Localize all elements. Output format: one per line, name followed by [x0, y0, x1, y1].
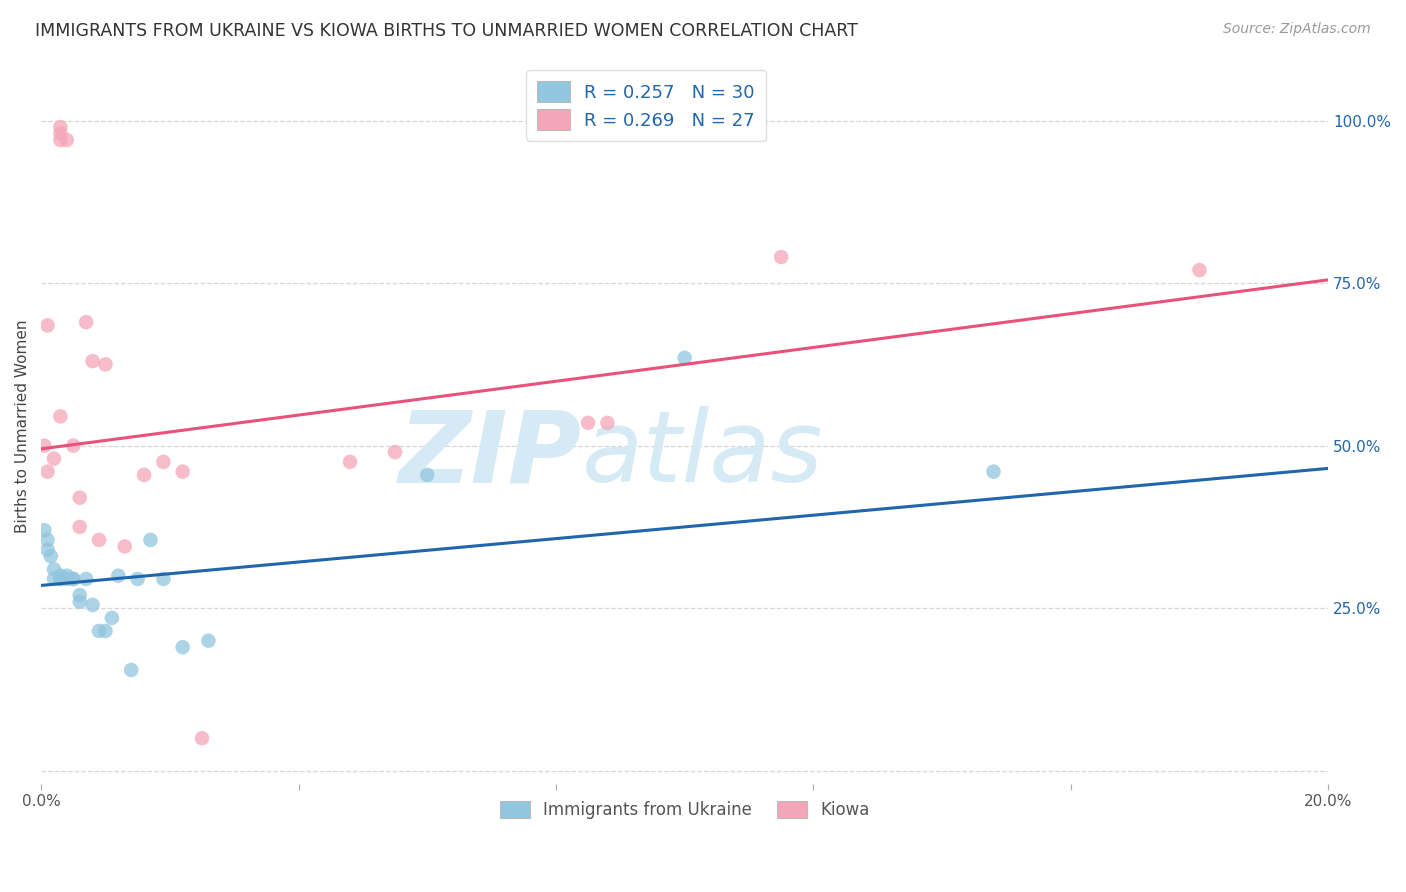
Point [49, 572, 72, 586]
Point [101, 611, 124, 625]
Point [132, 467, 155, 482]
Point [107, 568, 129, 582]
Point [49, 133, 72, 147]
Point [673, 351, 696, 365]
Text: ZIP: ZIP [399, 406, 582, 503]
Point [37, 318, 59, 333]
Point [94, 357, 117, 371]
Point [34, 439, 56, 453]
Point [69, 520, 91, 534]
Point [69, 595, 91, 609]
Point [596, 416, 619, 430]
Point [152, 455, 174, 469]
Point [172, 465, 194, 479]
Point [416, 467, 439, 482]
Point [191, 731, 214, 746]
Point [576, 416, 599, 430]
Point [56, 568, 79, 582]
Point [75, 315, 97, 329]
Point [197, 633, 219, 648]
Point [82, 354, 104, 368]
Point [69, 491, 91, 505]
Point [82, 598, 104, 612]
Point [37, 533, 59, 547]
Point [120, 663, 142, 677]
Point [127, 572, 149, 586]
Point [152, 572, 174, 586]
Point [39, 549, 62, 564]
Text: Source: ZipAtlas.com: Source: ZipAtlas.com [1223, 22, 1371, 37]
Point [69, 588, 91, 602]
Text: IMMIGRANTS FROM UKRAINE VS KIOWA BIRTHS TO UNMARRIED WOMEN CORRELATION CHART: IMMIGRANTS FROM UKRAINE VS KIOWA BIRTHS … [35, 22, 858, 40]
Point [42, 562, 65, 576]
Point [62, 572, 84, 586]
Point [37, 465, 59, 479]
Point [339, 455, 361, 469]
Point [983, 465, 1005, 479]
Point [56, 572, 79, 586]
Legend: Immigrants from Ukraine, Kiowa: Immigrants from Ukraine, Kiowa [494, 794, 876, 825]
Point [87, 624, 110, 638]
Point [87, 533, 110, 547]
Point [42, 572, 65, 586]
Point [49, 572, 72, 586]
Point [49, 568, 72, 582]
Point [49, 409, 72, 424]
Point [49, 127, 72, 141]
Point [770, 250, 793, 264]
Point [94, 624, 117, 638]
Point [75, 572, 97, 586]
Point [34, 523, 56, 537]
Point [37, 542, 59, 557]
Point [172, 640, 194, 655]
Point [62, 572, 84, 586]
Point [49, 120, 72, 134]
Point [384, 445, 406, 459]
Point [42, 451, 65, 466]
Point [62, 439, 84, 453]
Point [114, 540, 136, 554]
Text: atlas: atlas [582, 406, 824, 503]
Y-axis label: Births to Unmarried Women: Births to Unmarried Women [15, 319, 30, 533]
Point [139, 533, 162, 547]
Point [56, 133, 79, 147]
Point [1188, 263, 1211, 277]
